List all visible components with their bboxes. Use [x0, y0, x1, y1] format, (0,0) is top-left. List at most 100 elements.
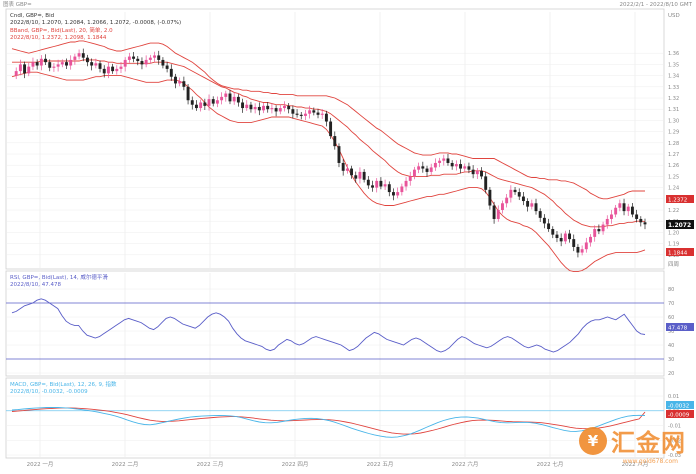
candle-body [467, 166, 471, 170]
candle-body [404, 180, 408, 187]
macd-y-tick-label: -0.03 [668, 453, 681, 459]
x-tick-label: 2022 六月 [452, 460, 479, 468]
price-y-tick-label: 1.30 [668, 118, 679, 124]
candle [383, 179, 387, 190]
rsi-panel-frame [5, 270, 665, 377]
candle-body [475, 170, 479, 175]
candle-body [102, 68, 106, 74]
candle-body [614, 207, 618, 215]
candle-body [362, 171, 366, 180]
macd-y-tick-label: 0.01 [668, 394, 679, 400]
candle-body [153, 55, 156, 58]
candle-body [48, 62, 52, 68]
candle [559, 233, 563, 247]
bband-legend-line2: 2022/8/10, 1.2372, 1.2098, 1.1844 [10, 35, 107, 41]
candle [44, 54, 47, 65]
candle-body [630, 206, 634, 215]
candle-body [383, 184, 387, 187]
candle-body [563, 233, 567, 242]
last-price-tag [666, 220, 694, 229]
rsi-y-tick-label: 40 [668, 343, 674, 349]
candle-body [379, 180, 383, 187]
candle-body [224, 93, 228, 97]
candle-body [392, 192, 395, 196]
candle [316, 108, 320, 119]
candle-body [203, 102, 207, 106]
candle [551, 226, 555, 239]
candle [580, 245, 584, 256]
price-y-tick-label: 1.31 [668, 107, 679, 113]
candle-body [387, 184, 391, 193]
x-tick-label: 2022 二月 [112, 461, 139, 468]
signal-value-tag [666, 410, 694, 418]
price-y-tick-label: 1.28 [668, 141, 679, 147]
candle-body [542, 217, 546, 224]
candle [60, 59, 64, 68]
candle [333, 131, 337, 150]
candle [433, 158, 437, 171]
candle-body [454, 164, 458, 167]
candle-body [446, 158, 450, 163]
candle [211, 96, 215, 107]
candle [396, 187, 400, 199]
candle [178, 77, 182, 87]
candle [270, 103, 274, 114]
candle-body [572, 239, 576, 247]
macd-signal-line [11, 407, 646, 435]
candle-body [551, 229, 555, 235]
candle-body [501, 203, 504, 210]
candle [207, 94, 211, 111]
candle [375, 178, 379, 193]
candle [454, 160, 458, 171]
candle [81, 48, 85, 62]
candle [94, 58, 98, 69]
candle [182, 76, 186, 91]
candle-body [119, 66, 123, 69]
candle-body [622, 203, 626, 212]
candle [614, 204, 618, 218]
candle [18, 59, 22, 76]
rsi-y-tick-label: 80 [668, 287, 674, 293]
candle [194, 100, 198, 111]
candle [509, 185, 513, 203]
macd-y-tick-label: -0.01 [668, 424, 681, 430]
candle [102, 65, 106, 78]
candle-body [77, 53, 81, 57]
candle-body [488, 189, 492, 206]
candle [450, 160, 454, 170]
candle [90, 58, 94, 71]
candle-body [408, 176, 412, 181]
rsi-value-tag [666, 323, 694, 331]
candle-body [132, 56, 136, 59]
candle-body [312, 110, 316, 113]
candle [119, 62, 123, 74]
candle-body [245, 104, 249, 109]
candle-body [144, 59, 148, 65]
candle [568, 229, 572, 243]
candle-body [127, 56, 131, 60]
candle [249, 101, 253, 113]
price-y-tick-label: 1.19 [668, 242, 679, 248]
bollinger-lower-line [11, 71, 646, 273]
watermark-text: 汇金网 [611, 429, 686, 457]
price-y-tick-label: 1.36 [668, 51, 679, 57]
candle [488, 187, 492, 210]
rsi-y-tick-label: 60 [668, 315, 674, 321]
rsi-legend-line1: RSI, GBP=, Bid(Last), 14, 威尔德平滑 [10, 273, 108, 281]
candle-body [27, 66, 31, 74]
candle-body [39, 58, 43, 66]
candle-body [429, 167, 433, 172]
candle-body [220, 96, 224, 101]
candle-body [559, 238, 563, 242]
candle [199, 99, 203, 112]
candle [379, 177, 383, 190]
price-y-tick-label: 1.33 [668, 85, 679, 91]
candle-body [492, 205, 496, 219]
candle-body [303, 113, 307, 116]
x-tick-label: 2022 七月 [537, 460, 564, 468]
x-tick-label: 2022 五月 [367, 461, 394, 468]
candle [232, 92, 236, 105]
candle-body [547, 223, 551, 230]
date-range: 2022/2/1 - 2022/8/10 GMT [620, 2, 693, 8]
candle [622, 198, 626, 216]
